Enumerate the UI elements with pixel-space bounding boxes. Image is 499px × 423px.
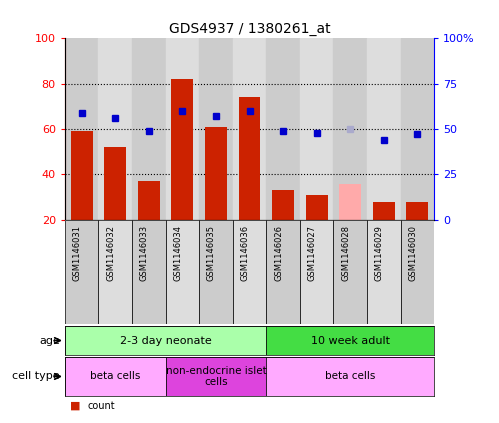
Bar: [339, 184, 361, 220]
Text: 2-3 day neonate: 2-3 day neonate: [120, 335, 212, 346]
Bar: [166, 357, 266, 396]
Text: non-endocrine islet
cells: non-endocrine islet cells: [166, 365, 266, 387]
Bar: [266, 220, 300, 324]
Text: age: age: [39, 335, 60, 346]
Bar: [199, 38, 233, 220]
Bar: [373, 202, 395, 220]
Bar: [306, 195, 327, 220]
Text: beta cells: beta cells: [325, 371, 375, 382]
Bar: [333, 220, 367, 324]
Text: GSM1146036: GSM1146036: [241, 225, 250, 281]
Bar: [132, 38, 166, 220]
Bar: [166, 220, 199, 324]
Bar: [401, 38, 434, 220]
Bar: [406, 202, 428, 220]
Text: GSM1146031: GSM1146031: [73, 225, 82, 281]
Text: beta cells: beta cells: [90, 371, 140, 382]
Text: ■: ■: [70, 401, 80, 411]
Text: GSM1146032: GSM1146032: [106, 225, 115, 281]
Bar: [272, 190, 294, 220]
Bar: [367, 220, 401, 324]
Bar: [333, 38, 367, 220]
Bar: [166, 38, 199, 220]
Bar: [266, 326, 434, 355]
Text: cell type: cell type: [12, 371, 60, 382]
Bar: [401, 220, 434, 324]
Bar: [239, 97, 260, 220]
Bar: [300, 220, 333, 324]
Text: count: count: [87, 401, 115, 411]
Bar: [233, 38, 266, 220]
Bar: [98, 220, 132, 324]
Bar: [172, 79, 193, 220]
Text: GSM1146034: GSM1146034: [173, 225, 182, 281]
Bar: [367, 38, 401, 220]
Bar: [65, 38, 98, 220]
Text: GSM1146030: GSM1146030: [408, 225, 417, 281]
Bar: [300, 38, 333, 220]
Text: GSM1146028: GSM1146028: [341, 225, 350, 281]
Title: GDS4937 / 1380261_at: GDS4937 / 1380261_at: [169, 22, 330, 36]
Text: GSM1146029: GSM1146029: [375, 225, 384, 281]
Bar: [71, 131, 93, 220]
Text: GSM1146027: GSM1146027: [308, 225, 317, 281]
Bar: [199, 220, 233, 324]
Text: 10 week adult: 10 week adult: [311, 335, 390, 346]
Text: GSM1146035: GSM1146035: [207, 225, 216, 281]
Bar: [98, 38, 132, 220]
Bar: [266, 357, 434, 396]
Bar: [65, 326, 266, 355]
Bar: [65, 357, 166, 396]
Bar: [104, 147, 126, 220]
Bar: [205, 127, 227, 220]
Bar: [233, 220, 266, 324]
Text: GSM1146026: GSM1146026: [274, 225, 283, 281]
Bar: [138, 181, 160, 220]
Bar: [266, 38, 300, 220]
Text: GSM1146033: GSM1146033: [140, 225, 149, 281]
Bar: [65, 220, 98, 324]
Bar: [132, 220, 166, 324]
